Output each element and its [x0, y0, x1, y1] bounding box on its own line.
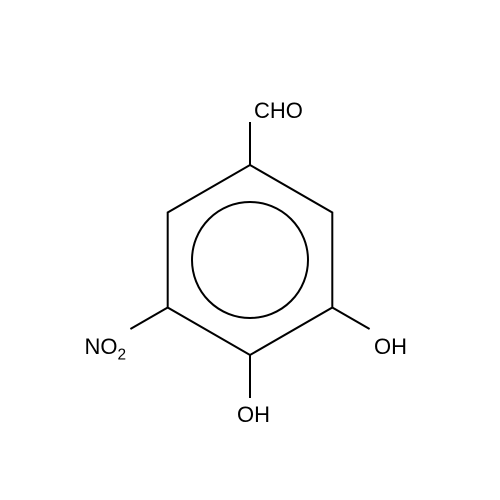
substituent-label-oh-right: OH [374, 336, 407, 358]
substituent-label-oh-bottom: OH [237, 404, 270, 426]
bond-oh-right [332, 308, 369, 330]
substituent-label-no2: NO2 [84, 336, 126, 363]
bond-no2 [130, 308, 167, 330]
no2-subscript: 2 [117, 346, 126, 363]
aromatic-circle [192, 202, 308, 318]
no2-base: NO [84, 334, 117, 359]
chemical-structure-diagram: CHO OH OH NO2 [0, 0, 500, 500]
substituent-label-cho: CHO [254, 100, 303, 122]
